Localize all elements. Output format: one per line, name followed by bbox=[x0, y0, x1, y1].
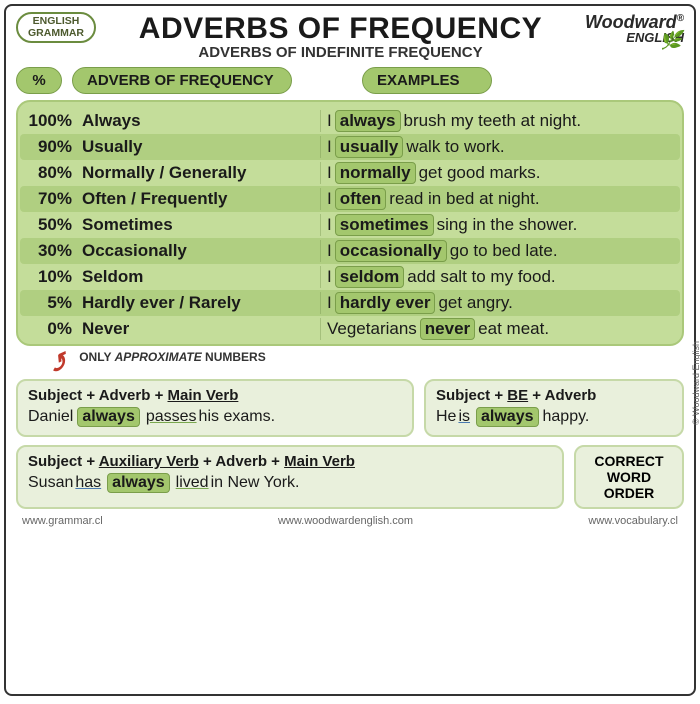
percent-cell: 80% bbox=[24, 163, 82, 183]
example-cell: I always brush my teeth at night. bbox=[320, 110, 676, 132]
highlight: always bbox=[335, 110, 401, 132]
badge-line1: ENGLISH bbox=[28, 16, 84, 28]
highlight: always bbox=[77, 407, 139, 427]
main-title: ADVERBS OF FREQUENCY bbox=[104, 12, 577, 46]
adverb-cell: Seldom bbox=[82, 267, 320, 287]
percent-cell: 100% bbox=[24, 111, 82, 131]
percent-cell: 0% bbox=[24, 319, 82, 339]
percent-header: % bbox=[16, 67, 62, 94]
example-cell: I usually walk to work. bbox=[320, 136, 676, 158]
adverb-cell: Sometimes bbox=[82, 215, 320, 235]
example-cell: I seldom add salt to my food. bbox=[320, 266, 676, 288]
brand-logo: Woodward® ENGLISH 🌿 bbox=[585, 12, 684, 45]
table-row: 50%SometimesI sometimes sing in the show… bbox=[20, 212, 680, 238]
example-cell: I hardly ever get angry. bbox=[320, 292, 676, 314]
table-row: 5%Hardly ever / RarelyI hardly ever get … bbox=[20, 290, 680, 316]
adverb-cell: Normally / Generally bbox=[82, 163, 320, 183]
footer-url-2: www.woodwardenglish.com bbox=[278, 515, 413, 527]
arrow-icon: ↶ bbox=[42, 344, 75, 377]
footer-links: www.grammar.cl www.woodwardenglish.com w… bbox=[16, 515, 684, 527]
badge-line2: GRAMMAR bbox=[28, 28, 84, 40]
highlight: normally bbox=[335, 162, 416, 184]
highlight: always bbox=[107, 473, 169, 493]
highlight: often bbox=[335, 188, 387, 210]
adverb-header: ADVERB OF FREQUENCY bbox=[72, 67, 292, 94]
footer-url-3: www.vocabulary.cl bbox=[588, 515, 678, 527]
percent-cell: 70% bbox=[24, 189, 82, 209]
rule-boxes-row2: Subject + Auxiliary Verb + Adverb + Main… bbox=[16, 445, 684, 509]
header: ENGLISH GRAMMAR ADVERBS OF FREQUENCY ADV… bbox=[16, 12, 684, 61]
footnote: ↶ ONLY APPROXIMATE NUMBERS bbox=[16, 346, 684, 373]
rule-box-2: Subject + BE + Adverb He is always happy… bbox=[424, 379, 684, 437]
fern-icon: 🌿 bbox=[660, 30, 682, 51]
adverb-cell: Always bbox=[82, 111, 320, 131]
copyright: © Woodward English bbox=[691, 341, 700, 425]
highlight: never bbox=[420, 318, 475, 340]
adverb-cell: Usually bbox=[82, 137, 320, 157]
example-cell: I normally get good marks. bbox=[320, 162, 676, 184]
subtitle: ADVERBS OF INDEFINITE FREQUENCY bbox=[104, 44, 577, 61]
footer-url-1: www.grammar.cl bbox=[22, 515, 103, 527]
highlight: seldom bbox=[335, 266, 405, 288]
rule-box-3: Subject + Auxiliary Verb + Adverb + Main… bbox=[16, 445, 564, 509]
table-row: 30%OccasionallyI occasionally go to bed … bbox=[20, 238, 680, 264]
percent-cell: 5% bbox=[24, 293, 82, 313]
table-row: 10%SeldomI seldom add salt to my food. bbox=[20, 264, 680, 290]
table-row: 100%AlwaysI always brush my teeth at nig… bbox=[20, 108, 680, 134]
example-cell: I sometimes sing in the shower. bbox=[320, 214, 676, 236]
highlight: occasionally bbox=[335, 240, 447, 262]
table-row: 90%UsuallyI usually walk to work. bbox=[20, 134, 680, 160]
adverb-cell: Never bbox=[82, 319, 320, 339]
frequency-table: 100%AlwaysI always brush my teeth at nig… bbox=[16, 100, 684, 346]
highlight: always bbox=[476, 407, 538, 427]
column-headers: % ADVERB OF FREQUENCY EXAMPLES bbox=[16, 67, 684, 94]
example-cell: I occasionally go to bed late. bbox=[320, 240, 676, 262]
rule-box-1: Subject + Adverb + Main Verb Daniel alwa… bbox=[16, 379, 414, 437]
percent-cell: 30% bbox=[24, 241, 82, 261]
adverb-cell: Often / Frequently bbox=[82, 189, 320, 209]
example-cell: I often read in bed at night. bbox=[320, 188, 676, 210]
adverb-cell: Occasionally bbox=[82, 241, 320, 261]
percent-cell: 90% bbox=[24, 137, 82, 157]
table-row: 80%Normally / GenerallyI normally get go… bbox=[20, 160, 680, 186]
grammar-badge: ENGLISH GRAMMAR bbox=[16, 12, 96, 43]
examples-header: EXAMPLES bbox=[362, 67, 492, 94]
highlight: sometimes bbox=[335, 214, 434, 236]
table-row: 0%NeverVegetarians never eat meat. bbox=[20, 316, 680, 342]
percent-cell: 50% bbox=[24, 215, 82, 235]
word-order-box: CORRECTWORDORDER bbox=[574, 445, 684, 509]
table-row: 70%Often / FrequentlyI often read in bed… bbox=[20, 186, 680, 212]
percent-cell: 10% bbox=[24, 267, 82, 287]
example-cell: Vegetarians never eat meat. bbox=[320, 318, 676, 340]
adverb-cell: Hardly ever / Rarely bbox=[82, 293, 320, 313]
rule-boxes-row1: Subject + Adverb + Main Verb Daniel alwa… bbox=[16, 379, 684, 437]
highlight: hardly ever bbox=[335, 292, 436, 314]
highlight: usually bbox=[335, 136, 404, 158]
